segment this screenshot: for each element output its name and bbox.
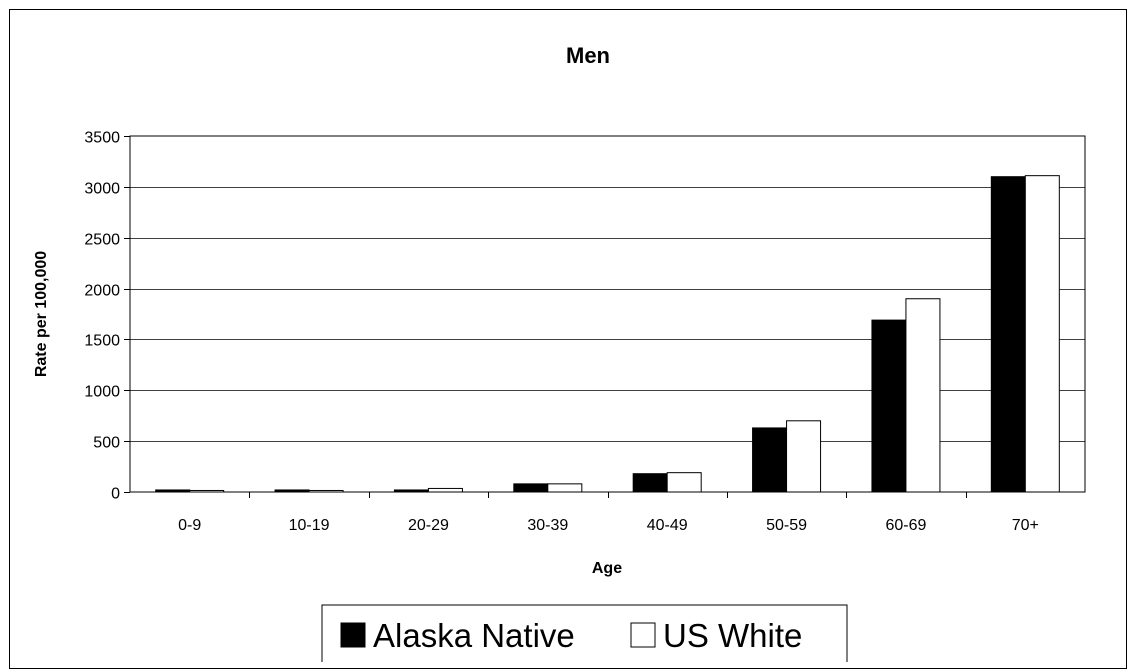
y-tick-label: 3000 bbox=[84, 181, 120, 198]
chart-title: Men bbox=[566, 43, 610, 68]
bar-alaska-native bbox=[513, 483, 549, 493]
x-tick-label: 50-59 bbox=[766, 517, 807, 534]
bars bbox=[155, 175, 1060, 493]
legend: Alaska Native US White bbox=[321, 604, 848, 662]
x-tick-label: 30-39 bbox=[527, 517, 568, 534]
bar-us-white bbox=[1024, 175, 1060, 493]
bar-alaska-native bbox=[752, 427, 788, 493]
x-tick-label: 0-9 bbox=[178, 517, 201, 534]
bar-us-white bbox=[666, 472, 702, 493]
x-tick-label: 70+ bbox=[1012, 517, 1039, 534]
grid-lines bbox=[130, 187, 1085, 442]
x-axis-ticks: 0-9 10-19 20-29 30-39 40-49 50-59 60-69 70+ bbox=[178, 492, 1039, 534]
x-tick-label: 10-19 bbox=[289, 517, 330, 534]
bar-alaska-native bbox=[632, 473, 668, 493]
legend-swatch-us-white bbox=[630, 622, 656, 648]
y-tick-label: 500 bbox=[93, 435, 120, 452]
bar-us-white bbox=[786, 420, 822, 493]
y-axis-ticks: 0 500 1000 1500 2000 2500 3000 3500 bbox=[84, 130, 130, 503]
y-tick-label: 0 bbox=[111, 486, 120, 503]
y-tick-label: 2500 bbox=[84, 232, 120, 249]
legend-label-alaska-native: Alaska Native bbox=[373, 617, 575, 654]
bar-us-white bbox=[427, 487, 463, 493]
y-tick-label: 3500 bbox=[84, 130, 120, 147]
y-tick-label: 2000 bbox=[84, 283, 120, 300]
bar-us-white bbox=[547, 483, 583, 493]
bar-us-white bbox=[905, 298, 941, 493]
legend-label-us-white: US White bbox=[663, 617, 802, 654]
y-tick-label: 1500 bbox=[84, 333, 120, 350]
chart-frame bbox=[9, 9, 1127, 669]
x-axis-label: Age bbox=[592, 560, 622, 577]
bar-alaska-native bbox=[990, 176, 1026, 493]
x-tick-label: 20-29 bbox=[408, 517, 449, 534]
bar-alaska-native bbox=[871, 319, 907, 493]
x-tick-label: 60-69 bbox=[885, 517, 926, 534]
x-tick-label: 40-49 bbox=[647, 517, 688, 534]
plot-area-border bbox=[129, 135, 1086, 493]
y-tick-label: 1000 bbox=[84, 384, 120, 401]
y-axis-label: Rate per 100,000 bbox=[33, 251, 50, 377]
legend-swatch-alaska-native bbox=[340, 622, 366, 648]
legend-box bbox=[321, 604, 848, 662]
